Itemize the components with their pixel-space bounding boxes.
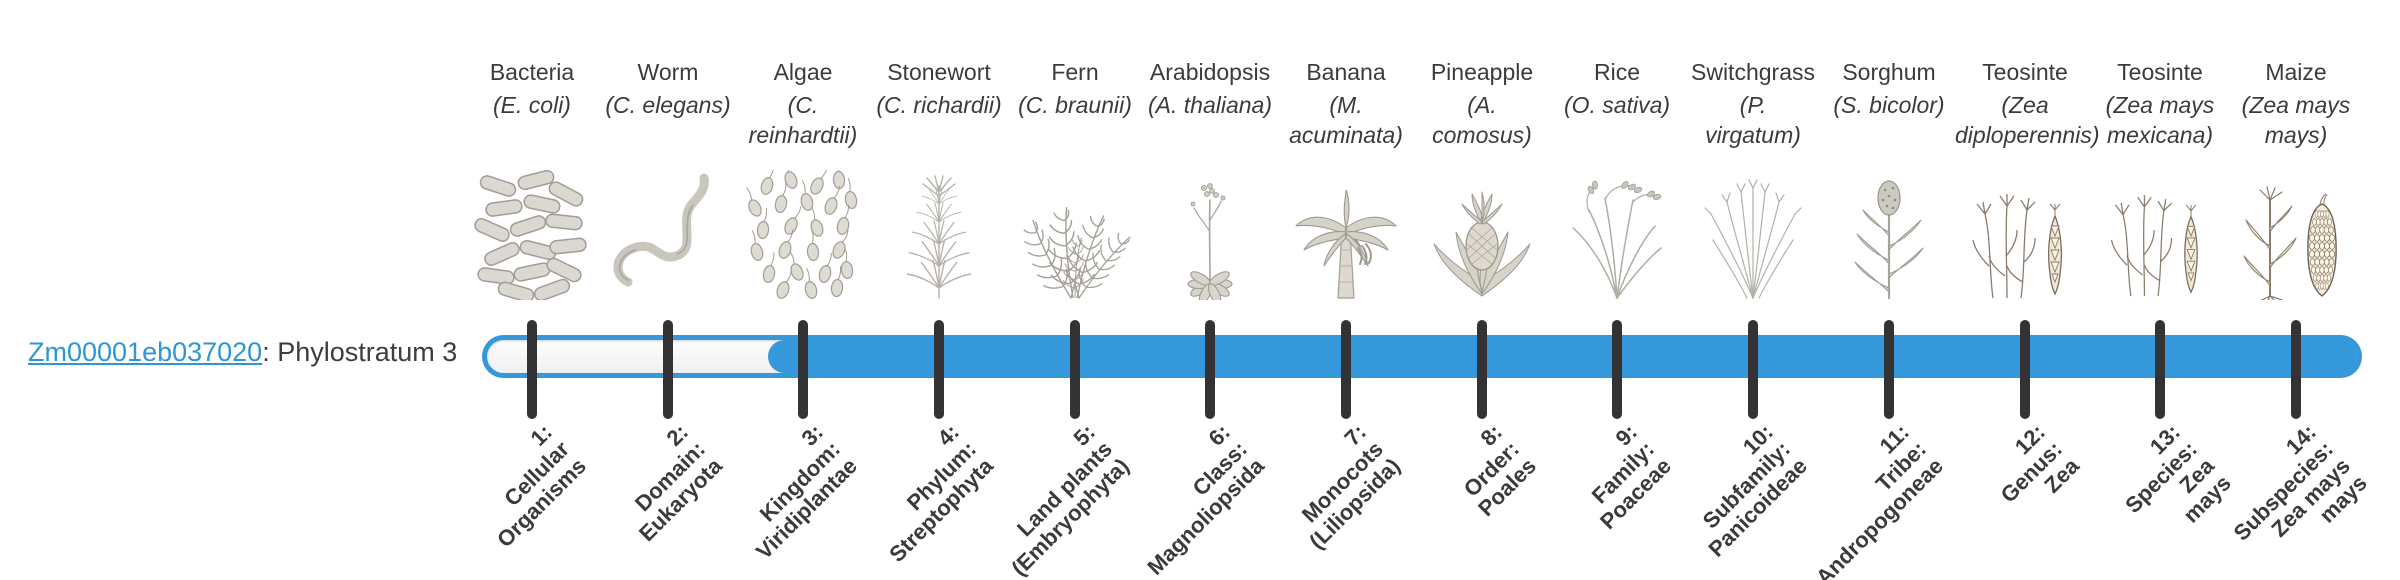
bacteria-icon (472, 170, 588, 300)
organism-column: Stonewort (C. richardii) (869, 58, 1009, 299)
arabidopsis-icon (1187, 183, 1233, 300)
stratum-tick (2020, 320, 2030, 419)
teosinte-mexicana-icon (2110, 194, 2198, 297)
algae-icon (740, 170, 859, 300)
organism-latin: (Zea diploperennis) (1955, 92, 2100, 148)
rice-icon (1572, 180, 1662, 299)
organism-column: Algae (C. reinhardtii) (733, 58, 873, 300)
stratum-tick (934, 320, 944, 419)
stratum-tick (663, 320, 673, 419)
gene-link[interactable]: Zm00001eb037020 (28, 337, 263, 367)
bar-fill (768, 340, 2357, 373)
sorghum-icon (1854, 180, 1924, 300)
organism-column: Switchgrass (P. virgatum) (1683, 58, 1823, 299)
organism-name: Pineapple (1430, 59, 1534, 85)
organism-latin: (C. reinhardtii) (748, 92, 858, 148)
stratum-tick (2291, 320, 2301, 419)
organism-name: Algae (773, 59, 833, 85)
organism-latin: (Zea mays mays) (2241, 92, 2351, 148)
organism-column: Worm (C. elegans) (598, 58, 738, 287)
organism-name: Fern (1051, 59, 1099, 85)
banana-icon (1295, 189, 1397, 299)
stratum-tick (1341, 320, 1351, 419)
organism-latin: (M. acuminata) (1289, 92, 1403, 148)
organism-latin: (S. bicolor) (1833, 92, 1945, 118)
organism-name: Worm (637, 59, 699, 85)
organism-latin: (C. elegans) (605, 92, 731, 118)
gene-label: Zm00001eb037020: Phylostratum 3 (28, 337, 457, 368)
organism-name: Teosinte (1982, 59, 2068, 85)
stratum-tick (1477, 320, 1487, 419)
organism-column: Rice (O. sativa) (1547, 58, 1687, 299)
organism-latin: (A. thaliana) (1147, 92, 1272, 118)
stratum-tick (1070, 320, 1080, 419)
stratum-tick (1884, 320, 1894, 419)
organism-name: Teosinte (2117, 59, 2203, 85)
teosinte-diploperennis-icon (1972, 193, 2063, 299)
organism-name: Sorghum (1842, 59, 1936, 85)
stratum-tick (1748, 320, 1758, 419)
stonewort-icon (906, 175, 972, 299)
organism-latin: (O. sativa) (1563, 92, 1671, 118)
organism-name: Rice (1593, 59, 1640, 85)
fern-icon (1008, 205, 1133, 300)
organism-column: Teosinte (Zea mays mexicana) (2090, 58, 2230, 297)
organism-name: Bacteria (489, 59, 575, 85)
organism-latin: (P. virgatum) (1705, 92, 1801, 148)
organism-latin: (C. braunii) (1018, 92, 1132, 118)
stratum-tick (1612, 320, 1622, 419)
organism-name: Switchgrass (1691, 59, 1815, 85)
gene-phylostratum-text: : Phylostratum 3 (262, 337, 458, 367)
organism-column: Maize (Zea mays mays) (2226, 58, 2366, 300)
organism-name: Stonewort (887, 59, 991, 85)
organism-column: Arabidopsis (A. thaliana) (1140, 58, 1280, 300)
stratum-tick (527, 320, 537, 419)
stratum-tick (1205, 320, 1215, 419)
organism-latin: (A. comosus) (1432, 92, 1532, 148)
organism-latin: (C. richardii) (876, 92, 1002, 118)
organism-column: Fern (C. braunii) (1005, 58, 1145, 300)
stratum-tick (798, 320, 808, 419)
maize-icon (2243, 186, 2337, 300)
organism-latin: (Zea mays mexicana) (2105, 92, 2215, 148)
organism-column: Bacteria (E. coli) (462, 58, 602, 300)
organism-name: Banana (1306, 59, 1386, 85)
organism-name: Maize (2265, 59, 2327, 85)
switchgrass-icon (1704, 179, 1802, 299)
organism-column: Sorghum (S. bicolor) (1819, 58, 1959, 300)
organism-column: Teosinte (Zea diploperennis) (1955, 58, 2100, 299)
organism-name: Arabidopsis (1149, 59, 1271, 85)
stratum-tick (2155, 320, 2165, 419)
worm-icon (613, 173, 709, 287)
organism-latin: (E. coli) (493, 92, 571, 118)
organism-column: Pineapple (A. comosus) (1412, 58, 1552, 297)
pineapple-icon (1433, 191, 1531, 297)
organism-column: Banana (M. acuminata) (1276, 58, 1416, 299)
